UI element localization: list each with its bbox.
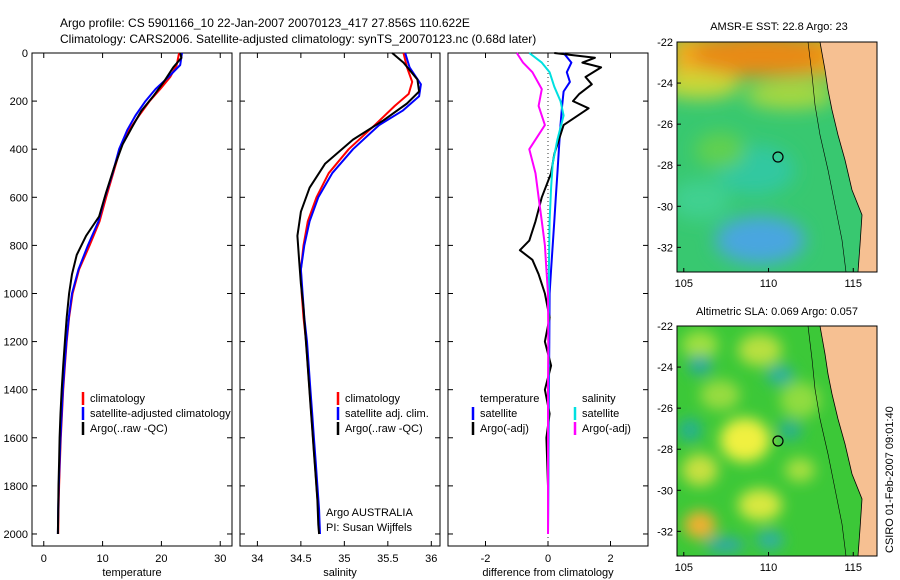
sst-map-lat-tick-label: -26 <box>657 119 673 131</box>
sla-map: Altimetric SLA: 0.069 Argo: 0.057 <box>657 306 878 574</box>
temperature-series-satellite-adjusted-climatology <box>56 52 183 535</box>
salinity-legend: climatology satellite adj. clim. Argo(..… <box>326 392 429 534</box>
legend-label-climatology: climatology <box>345 393 401 405</box>
header-line2: Climatology: CARS2006. Satellite-adjuste… <box>60 32 536 46</box>
sla-land <box>820 326 877 556</box>
sla-map-lat-tick-label: -22 <box>657 321 673 333</box>
depth-tick-label: 1400 <box>4 385 28 397</box>
sla-map-lat-tick-label: -24 <box>657 362 673 374</box>
header-line1: Argo profile: CS 5901166_10 22-Jan-2007 … <box>60 16 470 30</box>
difference-series-temperature-argo-adj <box>518 52 603 534</box>
difference-xtick-label: 0 <box>545 553 551 565</box>
temperature-series-climatology <box>57 52 181 535</box>
sst-map: AMSR-E SST: 22.8 Argo: 23 105 110 115 -22 -2… <box>657 21 878 290</box>
depth-tick-label: 1000 <box>4 288 28 300</box>
credit-line1: Argo AUSTRALIA <box>326 507 413 519</box>
depth-tick-label: 0 <box>22 48 28 60</box>
salinity-xtick-label: 35.5 <box>377 553 398 565</box>
sst-map-lat-tick-label: -24 <box>657 78 673 90</box>
sla-field <box>677 326 877 556</box>
temperature-xlabel: temperature <box>102 567 161 579</box>
salinity-xlabel: salinity <box>323 567 357 579</box>
sla-map-lat-tick-label: -28 <box>657 444 673 456</box>
salinity-series-satellite-adj-clim <box>299 52 422 535</box>
depth-tick-label: 600 <box>10 192 28 204</box>
depth-tick-label: 200 <box>10 96 28 108</box>
salinity-xtick-label: 34 <box>251 553 263 565</box>
legend-label-satellite: satellite-adjusted climatology <box>90 408 231 420</box>
difference-xtick-label: -2 <box>481 553 491 565</box>
temperature-series-argo-raw-qc <box>56 52 183 535</box>
difference-xtick-label: 2 <box>607 553 613 565</box>
difference-legend: temperature satellite Argo(-adj) salinit… <box>471 393 631 435</box>
temperature-panel: 0 10 20 30 temperature 0 200 400 600 800 1000 1200 1… <box>4 48 233 579</box>
temperature-xtick-label: 0 <box>41 553 47 565</box>
temperature-xtick-label: 10 <box>96 553 108 565</box>
salinity-panel: 34 34.5 35 35.5 36 salinity <box>239 52 441 579</box>
sla-float-marker <box>772 435 784 447</box>
sla-map-lon-tick-label: 105 <box>675 562 693 574</box>
sst-map-lon-tick-label: 115 <box>844 278 862 290</box>
difference-series-salinity-argo-adj <box>515 52 550 534</box>
difference-series-temperature-satellite <box>547 52 573 535</box>
depth-tick-label: 2000 <box>4 529 28 541</box>
temperature-legend: climatology satellite-adjusted climatolo… <box>81 392 231 435</box>
salinity-xtick-label: 36 <box>425 553 437 565</box>
depth-tick-label: 400 <box>10 144 28 156</box>
legend-group-temperature: temperature <box>480 393 539 405</box>
salinity-series-climatology <box>299 52 414 535</box>
sst-field <box>677 42 877 272</box>
salinity-xtick-label: 34.5 <box>290 553 311 565</box>
depth-tick-label: 1600 <box>4 433 28 445</box>
sla-map-lat-tick-label: -30 <box>657 485 673 497</box>
sla-map-title: Altimetric SLA: 0.069 Argo: 0.057 <box>696 306 858 318</box>
temperature-axes-box <box>31 52 233 547</box>
side-stamp: CSIRO 01-Feb-2007 09:01:40 <box>884 406 896 553</box>
sst-map-title: AMSR-E SST: 22.8 Argo: 23 <box>710 21 848 33</box>
temperature-xtick-label: 30 <box>214 553 226 565</box>
sst-map-lat-tick-label: -28 <box>657 160 673 172</box>
depth-tick-label: 1200 <box>4 337 28 349</box>
legend-group-salinity: salinity <box>582 393 616 405</box>
difference-xlabel: difference from climatology <box>482 567 614 579</box>
temperature-xtick-label: 20 <box>155 553 167 565</box>
legend-label-sal-satellite: satellite <box>582 408 619 420</box>
sst-float-marker <box>772 151 784 163</box>
sla-map-lat-tick-label: -26 <box>657 403 673 415</box>
credit-line2: PI: Susan Wijffels <box>326 522 412 534</box>
salinity-series-argo-raw-qc <box>296 52 421 535</box>
depth-tick-label: 1800 <box>4 481 28 493</box>
legend-label-argo: Argo(..raw -QC) <box>345 423 423 435</box>
salinity-xtick-label: 35 <box>338 553 350 565</box>
difference-panel: -2 0 2 difference from climatology <box>447 52 649 579</box>
sla-map-lat-tick-label: -32 <box>657 526 673 538</box>
legend-label-temp-satellite: satellite <box>480 408 517 420</box>
depth-tick-label: 800 <box>10 240 28 252</box>
legend-label-climatology: climatology <box>90 393 146 405</box>
sla-map-lon-tick-label: 110 <box>760 562 778 574</box>
sla-map-lon-tick-label: 115 <box>844 562 862 574</box>
legend-label-temp-argo: Argo(-adj) <box>480 423 529 435</box>
legend-label-sal-argo: Argo(-adj) <box>582 423 631 435</box>
legend-label-argo: Argo(..raw -QC) <box>90 423 168 435</box>
sst-map-lat-tick-label: -30 <box>657 201 673 213</box>
sst-map-lon-tick-label: 110 <box>760 278 778 290</box>
legend-label-satellite: satellite adj. clim. <box>345 408 429 420</box>
sst-land <box>820 42 877 272</box>
sst-map-lat-tick-label: -32 <box>657 242 673 254</box>
sst-map-lon-tick-label: 105 <box>675 278 693 290</box>
sst-map-lat-tick-label: -22 <box>657 37 673 49</box>
salinity-axes-box <box>239 52 441 547</box>
